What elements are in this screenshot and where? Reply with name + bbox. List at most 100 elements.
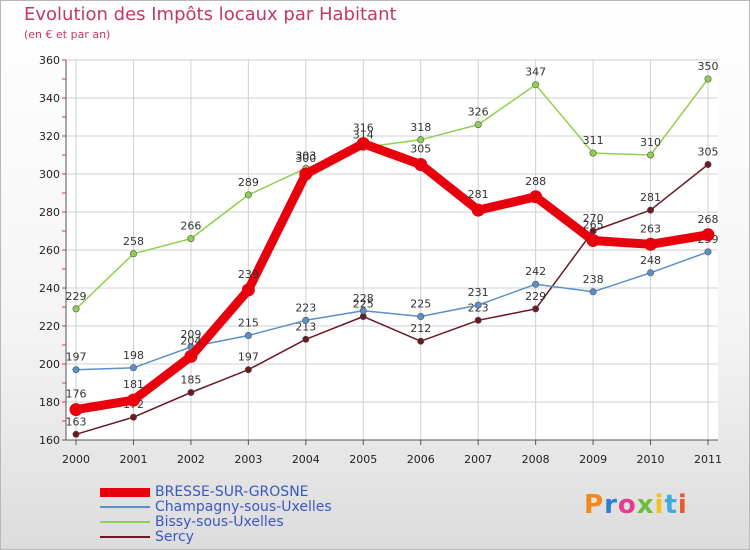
data-label-bresse-sur-grosne: 265 — [583, 219, 604, 232]
data-point-champagny-sous-uxelles — [417, 312, 425, 320]
series-line-sercy — [75, 163, 709, 436]
y-tick-label: 320 — [39, 130, 60, 143]
data-label-sercy: 270 — [583, 212, 604, 225]
data-label-sercy: 163 — [66, 415, 87, 428]
data-point-sercy — [302, 335, 310, 343]
y-tick-label: 180 — [39, 396, 60, 409]
series-line-bissy-sous-uxelles — [75, 78, 709, 310]
data-label-bissy-sous-uxelles: 229 — [66, 290, 87, 303]
data-point-bissy-sous-uxelles — [417, 136, 425, 144]
data-label-champagny-sous-uxelles: 215 — [238, 317, 259, 330]
data-point-bresse-sur-grosne — [586, 234, 600, 247]
x-tick-label: 2010 — [637, 453, 665, 466]
x-tick-label: 2003 — [234, 453, 262, 466]
legend-item-sercy: Sercy — [100, 529, 360, 545]
data-label-champagny-sous-uxelles: 231 — [468, 286, 489, 299]
data-label-bissy-sous-uxelles: 303 — [295, 149, 316, 162]
data-point-bresse-sur-grosne — [414, 158, 428, 171]
data-point-champagny-sous-uxelles — [129, 364, 137, 372]
data-label-bresse-sur-grosne: 263 — [640, 222, 661, 235]
chart-subtitle: (en € et par an) — [24, 28, 111, 41]
data-label-sercy: 185 — [180, 374, 201, 387]
data-point-sercy — [704, 161, 712, 169]
y-tick-label: 260 — [39, 244, 60, 257]
data-label-bresse-sur-grosne: 239 — [238, 268, 259, 281]
data-point-bissy-sous-uxelles — [129, 250, 137, 258]
data-point-bissy-sous-uxelles — [704, 75, 712, 83]
data-point-bissy-sous-uxelles — [187, 235, 195, 243]
data-point-champagny-sous-uxelles — [704, 248, 712, 256]
data-point-champagny-sous-uxelles — [302, 316, 310, 324]
data-label-bissy-sous-uxelles: 326 — [468, 106, 489, 119]
y-tick-label: 200 — [39, 358, 60, 371]
data-point-sercy — [129, 413, 137, 421]
data-label-bresse-sur-grosne: 288 — [525, 175, 546, 188]
legend-item-bresse: BRESSE-SUR-GROSNE — [100, 484, 360, 500]
chart-title: Evolution des Impôts locaux par Habitant — [24, 4, 397, 25]
data-point-bissy-sous-uxelles — [474, 121, 482, 129]
y-tick-label: 220 — [39, 320, 60, 333]
data-point-bresse-sur-grosne — [299, 167, 313, 181]
logo-letter: r — [604, 490, 618, 520]
data-label-bissy-sous-uxelles: 347 — [525, 66, 546, 79]
x-tick-label: 2000 — [62, 453, 90, 466]
data-point-bresse-sur-grosne — [529, 190, 543, 204]
data-point-champagny-sous-uxelles — [532, 280, 540, 288]
legend-swatch-bresse — [100, 487, 150, 497]
data-point-bresse-sur-grosne — [701, 228, 715, 242]
data-point-sercy — [417, 337, 425, 345]
legend-swatch-sercy — [100, 536, 150, 538]
y-tick-label: 240 — [39, 282, 60, 295]
y-tick-label: 340 — [39, 92, 60, 105]
data-label-bissy-sous-uxelles: 311 — [583, 134, 604, 147]
data-label-bissy-sous-uxelles: 266 — [180, 220, 201, 233]
data-label-bissy-sous-uxelles: 310 — [640, 136, 661, 149]
x-tick-label: 2007 — [464, 453, 492, 466]
data-point-champagny-sous-uxelles — [72, 366, 80, 374]
data-label-sercy: 213 — [295, 320, 316, 333]
x-tick-label: 2004 — [292, 453, 320, 466]
data-label-champagny-sous-uxelles: 225 — [410, 298, 431, 311]
data-label-sercy: 197 — [238, 351, 259, 364]
data-point-champagny-sous-uxelles — [647, 269, 655, 277]
logo-letter: i — [677, 490, 688, 520]
logo-letter: P — [584, 490, 605, 520]
legend-item-bissy: Bissy-sous-Uxelles — [100, 514, 360, 530]
logo-letter: t — [664, 490, 678, 520]
data-point-bresse-sur-grosne — [126, 393, 140, 407]
data-label-bissy-sous-uxelles: 318 — [410, 121, 431, 134]
data-point-bresse-sur-grosne — [356, 137, 370, 151]
legend-label-bissy: Bissy-sous-Uxelles — [155, 514, 284, 530]
data-label-bresse-sur-grosne: 176 — [66, 388, 87, 401]
x-tick-label: 2002 — [177, 453, 205, 466]
x-tick-label: 2011 — [694, 453, 722, 466]
data-label-bresse-sur-grosne: 268 — [698, 213, 719, 226]
data-label-champagny-sous-uxelles: 209 — [180, 328, 201, 341]
data-label-sercy: 229 — [525, 290, 546, 303]
y-tick-label: 300 — [39, 168, 60, 181]
data-label-bresse-sur-grosne: 281 — [468, 188, 489, 201]
data-label-champagny-sous-uxelles: 242 — [525, 265, 546, 278]
data-label-bresse-sur-grosne: 181 — [123, 378, 144, 391]
data-label-bresse-sur-grosne: 204 — [180, 334, 201, 347]
data-point-sercy — [72, 430, 80, 438]
x-tick-label: 2005 — [349, 453, 377, 466]
data-label-bissy-sous-uxelles: 289 — [238, 176, 259, 189]
data-point-bissy-sous-uxelles — [72, 305, 80, 313]
x-tick-label: 2009 — [579, 453, 607, 466]
data-label-bissy-sous-uxelles: 258 — [123, 235, 144, 248]
data-point-sercy — [647, 206, 655, 214]
data-label-bresse-sur-grosne: 300 — [295, 152, 316, 165]
logo-letter: i — [654, 490, 665, 520]
legend-item-champagny: Champagny-sous-Uxelles — [100, 499, 360, 515]
y-tick-label: 280 — [39, 206, 60, 219]
data-label-bresse-sur-grosne: 305 — [410, 143, 431, 156]
data-point-bresse-sur-grosne — [241, 283, 255, 297]
data-label-champagny-sous-uxelles: 223 — [295, 301, 316, 314]
data-point-sercy — [187, 388, 195, 396]
logo-letter: o — [617, 490, 637, 520]
data-point-bissy-sous-uxelles — [532, 81, 540, 89]
data-label-champagny-sous-uxelles: 198 — [123, 349, 144, 362]
x-tick-label: 2001 — [119, 453, 147, 466]
